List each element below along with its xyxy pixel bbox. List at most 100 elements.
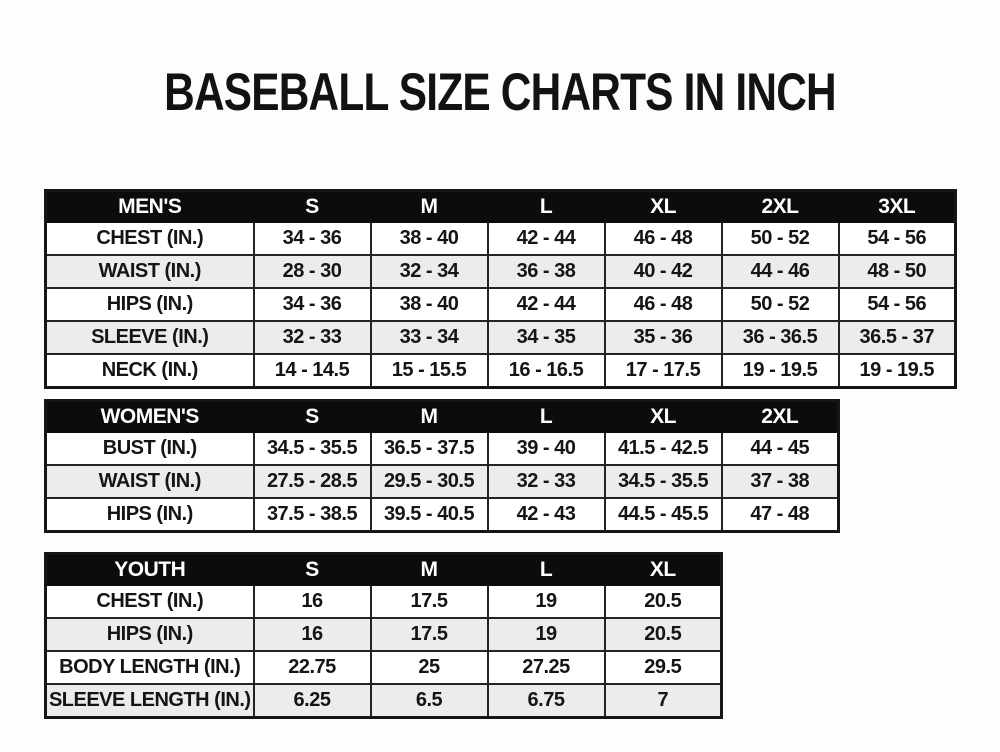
value-cell: 41.5 - 42.5 (603, 431, 723, 466)
value-cell: 54 - 56 (837, 287, 957, 322)
value-cell: 42 - 44 (486, 287, 606, 322)
page-title: BASEBALL SIZE CHARTS IN INCH (164, 63, 837, 122)
table-row: CHEST (IN.) 34 - 36 38 - 40 42 - 44 46 - 48 5… (44, 221, 957, 256)
column-header-cell: L (486, 189, 606, 223)
table-row: BODY LENGTH (IN.) 22.75 25 27.25 29.5 (44, 650, 723, 685)
value-cell: 6.25 (252, 683, 372, 719)
value-cell: 44.5 - 45.5 (603, 497, 723, 533)
column-header-cell: XL (603, 189, 723, 223)
row-label-cell: BODY LENGTH (IN.) (44, 650, 255, 685)
value-cell: 37 - 38 (720, 464, 840, 499)
value-cell: 32 - 33 (486, 464, 606, 499)
value-cell: 6.5 (369, 683, 489, 719)
value-cell: 20.5 (603, 584, 723, 619)
row-label-cell: CHEST (IN.) (44, 221, 255, 256)
value-cell: 29.5 (603, 650, 723, 685)
value-cell: 44 - 46 (720, 254, 840, 289)
row-label-cell: BUST (IN.) (44, 431, 255, 466)
column-header-cell: S (252, 399, 372, 433)
table-row: NECK (IN.) 14 - 14.5 15 - 15.5 16 - 16.5 17 … (44, 353, 957, 389)
column-header-cell: 2XL (720, 189, 840, 223)
value-cell: 16 (252, 617, 372, 652)
value-cell: 17.5 (369, 617, 489, 652)
value-cell: 39.5 - 40.5 (369, 497, 489, 533)
value-cell: 28 - 30 (252, 254, 372, 289)
value-cell: 19 (486, 584, 606, 619)
value-cell: 19 - 19.5 (720, 353, 840, 389)
row-label-cell: HIPS (IN.) (44, 497, 255, 533)
value-cell: 50 - 52 (720, 221, 840, 256)
value-cell: 16 (252, 584, 372, 619)
value-cell: 34 - 35 (486, 320, 606, 355)
value-cell: 33 - 34 (369, 320, 489, 355)
size-table-womens: WOMEN'S S M L XL 2XL BUST (IN.) 34.5 - 35.5 36.5… (44, 399, 840, 533)
column-header-cell: M (369, 399, 489, 433)
value-cell: 38 - 40 (369, 221, 489, 256)
value-cell: 17.5 (369, 584, 489, 619)
column-header-cell: 2XL (720, 399, 840, 433)
column-header-cell: M (369, 189, 489, 223)
value-cell: 17 - 17.5 (603, 353, 723, 389)
table-title-cell: WOMEN'S (44, 399, 255, 433)
table-title-cell: YOUTH (44, 552, 255, 586)
value-cell: 35 - 36 (603, 320, 723, 355)
size-table-youth: YOUTH S M L XL CHEST (IN.) 16 17.5 19 20.5 HIPS (I… (44, 552, 723, 719)
value-cell: 27.5 - 28.5 (252, 464, 372, 499)
value-cell: 40 - 42 (603, 254, 723, 289)
value-cell: 42 - 43 (486, 497, 606, 533)
value-cell: 46 - 48 (603, 287, 723, 322)
value-cell: 48 - 50 (837, 254, 957, 289)
table-row: SLEEVE LENGTH (IN.) 6.25 6.5 6.75 7 (44, 683, 723, 719)
column-header-cell: L (486, 552, 606, 586)
table-row: WAIST (IN.) 27.5 - 28.5 29.5 - 30.5 32 - 33… (44, 464, 840, 499)
value-cell: 37.5 - 38.5 (252, 497, 372, 533)
column-header-cell: XL (603, 552, 723, 586)
value-cell: 36.5 - 37 (837, 320, 957, 355)
table-row: BUST (IN.) 34.5 - 35.5 36.5 - 37.5 39 - 40 4… (44, 431, 840, 466)
value-cell: 39 - 40 (486, 431, 606, 466)
value-cell: 47 - 48 (720, 497, 840, 533)
value-cell: 25 (369, 650, 489, 685)
value-cell: 29.5 - 30.5 (369, 464, 489, 499)
table-row: HIPS (IN.) 34 - 36 38 - 40 42 - 44 46 - 48 50… (44, 287, 957, 322)
value-cell: 19 - 19.5 (837, 353, 957, 389)
table-header-row: MEN'S S M L XL 2XL 3XL (44, 189, 957, 223)
size-table-mens: MEN'S S M L XL 2XL 3XL CHEST (IN.) 34 - 36 38 - 4… (44, 189, 957, 389)
row-label-cell: SLEEVE (IN.) (44, 320, 255, 355)
value-cell: 34.5 - 35.5 (603, 464, 723, 499)
value-cell: 34.5 - 35.5 (252, 431, 372, 466)
column-header-cell: XL (603, 399, 723, 433)
table-title-cell: MEN'S (44, 189, 255, 223)
value-cell: 6.75 (486, 683, 606, 719)
value-cell: 38 - 40 (369, 287, 489, 322)
value-cell: 36 - 36.5 (720, 320, 840, 355)
value-cell: 15 - 15.5 (369, 353, 489, 389)
table-row: HIPS (IN.) 16 17.5 19 20.5 (44, 617, 723, 652)
table-row: HIPS (IN.) 37.5 - 38.5 39.5 - 40.5 42 - 43 4… (44, 497, 840, 533)
value-cell: 14 - 14.5 (252, 353, 372, 389)
table-header-row: WOMEN'S S M L XL 2XL (44, 399, 840, 433)
value-cell: 19 (486, 617, 606, 652)
value-cell: 32 - 34 (369, 254, 489, 289)
value-cell: 50 - 52 (720, 287, 840, 322)
row-label-cell: SLEEVE LENGTH (IN.) (44, 683, 255, 719)
value-cell: 20.5 (603, 617, 723, 652)
value-cell: 44 - 45 (720, 431, 840, 466)
value-cell: 42 - 44 (486, 221, 606, 256)
row-label-cell: NECK (IN.) (44, 353, 255, 389)
value-cell: 54 - 56 (837, 221, 957, 256)
value-cell: 46 - 48 (603, 221, 723, 256)
row-label-cell: HIPS (IN.) (44, 617, 255, 652)
column-header-cell: S (252, 552, 372, 586)
value-cell: 36 - 38 (486, 254, 606, 289)
row-label-cell: HIPS (IN.) (44, 287, 255, 322)
value-cell: 7 (603, 683, 723, 719)
value-cell: 36.5 - 37.5 (369, 431, 489, 466)
row-label-cell: WAIST (IN.) (44, 464, 255, 499)
value-cell: 16 - 16.5 (486, 353, 606, 389)
table-row: CHEST (IN.) 16 17.5 19 20.5 (44, 584, 723, 619)
row-label-cell: WAIST (IN.) (44, 254, 255, 289)
table-header-row: YOUTH S M L XL (44, 552, 723, 586)
value-cell: 22.75 (252, 650, 372, 685)
table-row: SLEEVE (IN.) 32 - 33 33 - 34 34 - 35 35 - 36… (44, 320, 957, 355)
